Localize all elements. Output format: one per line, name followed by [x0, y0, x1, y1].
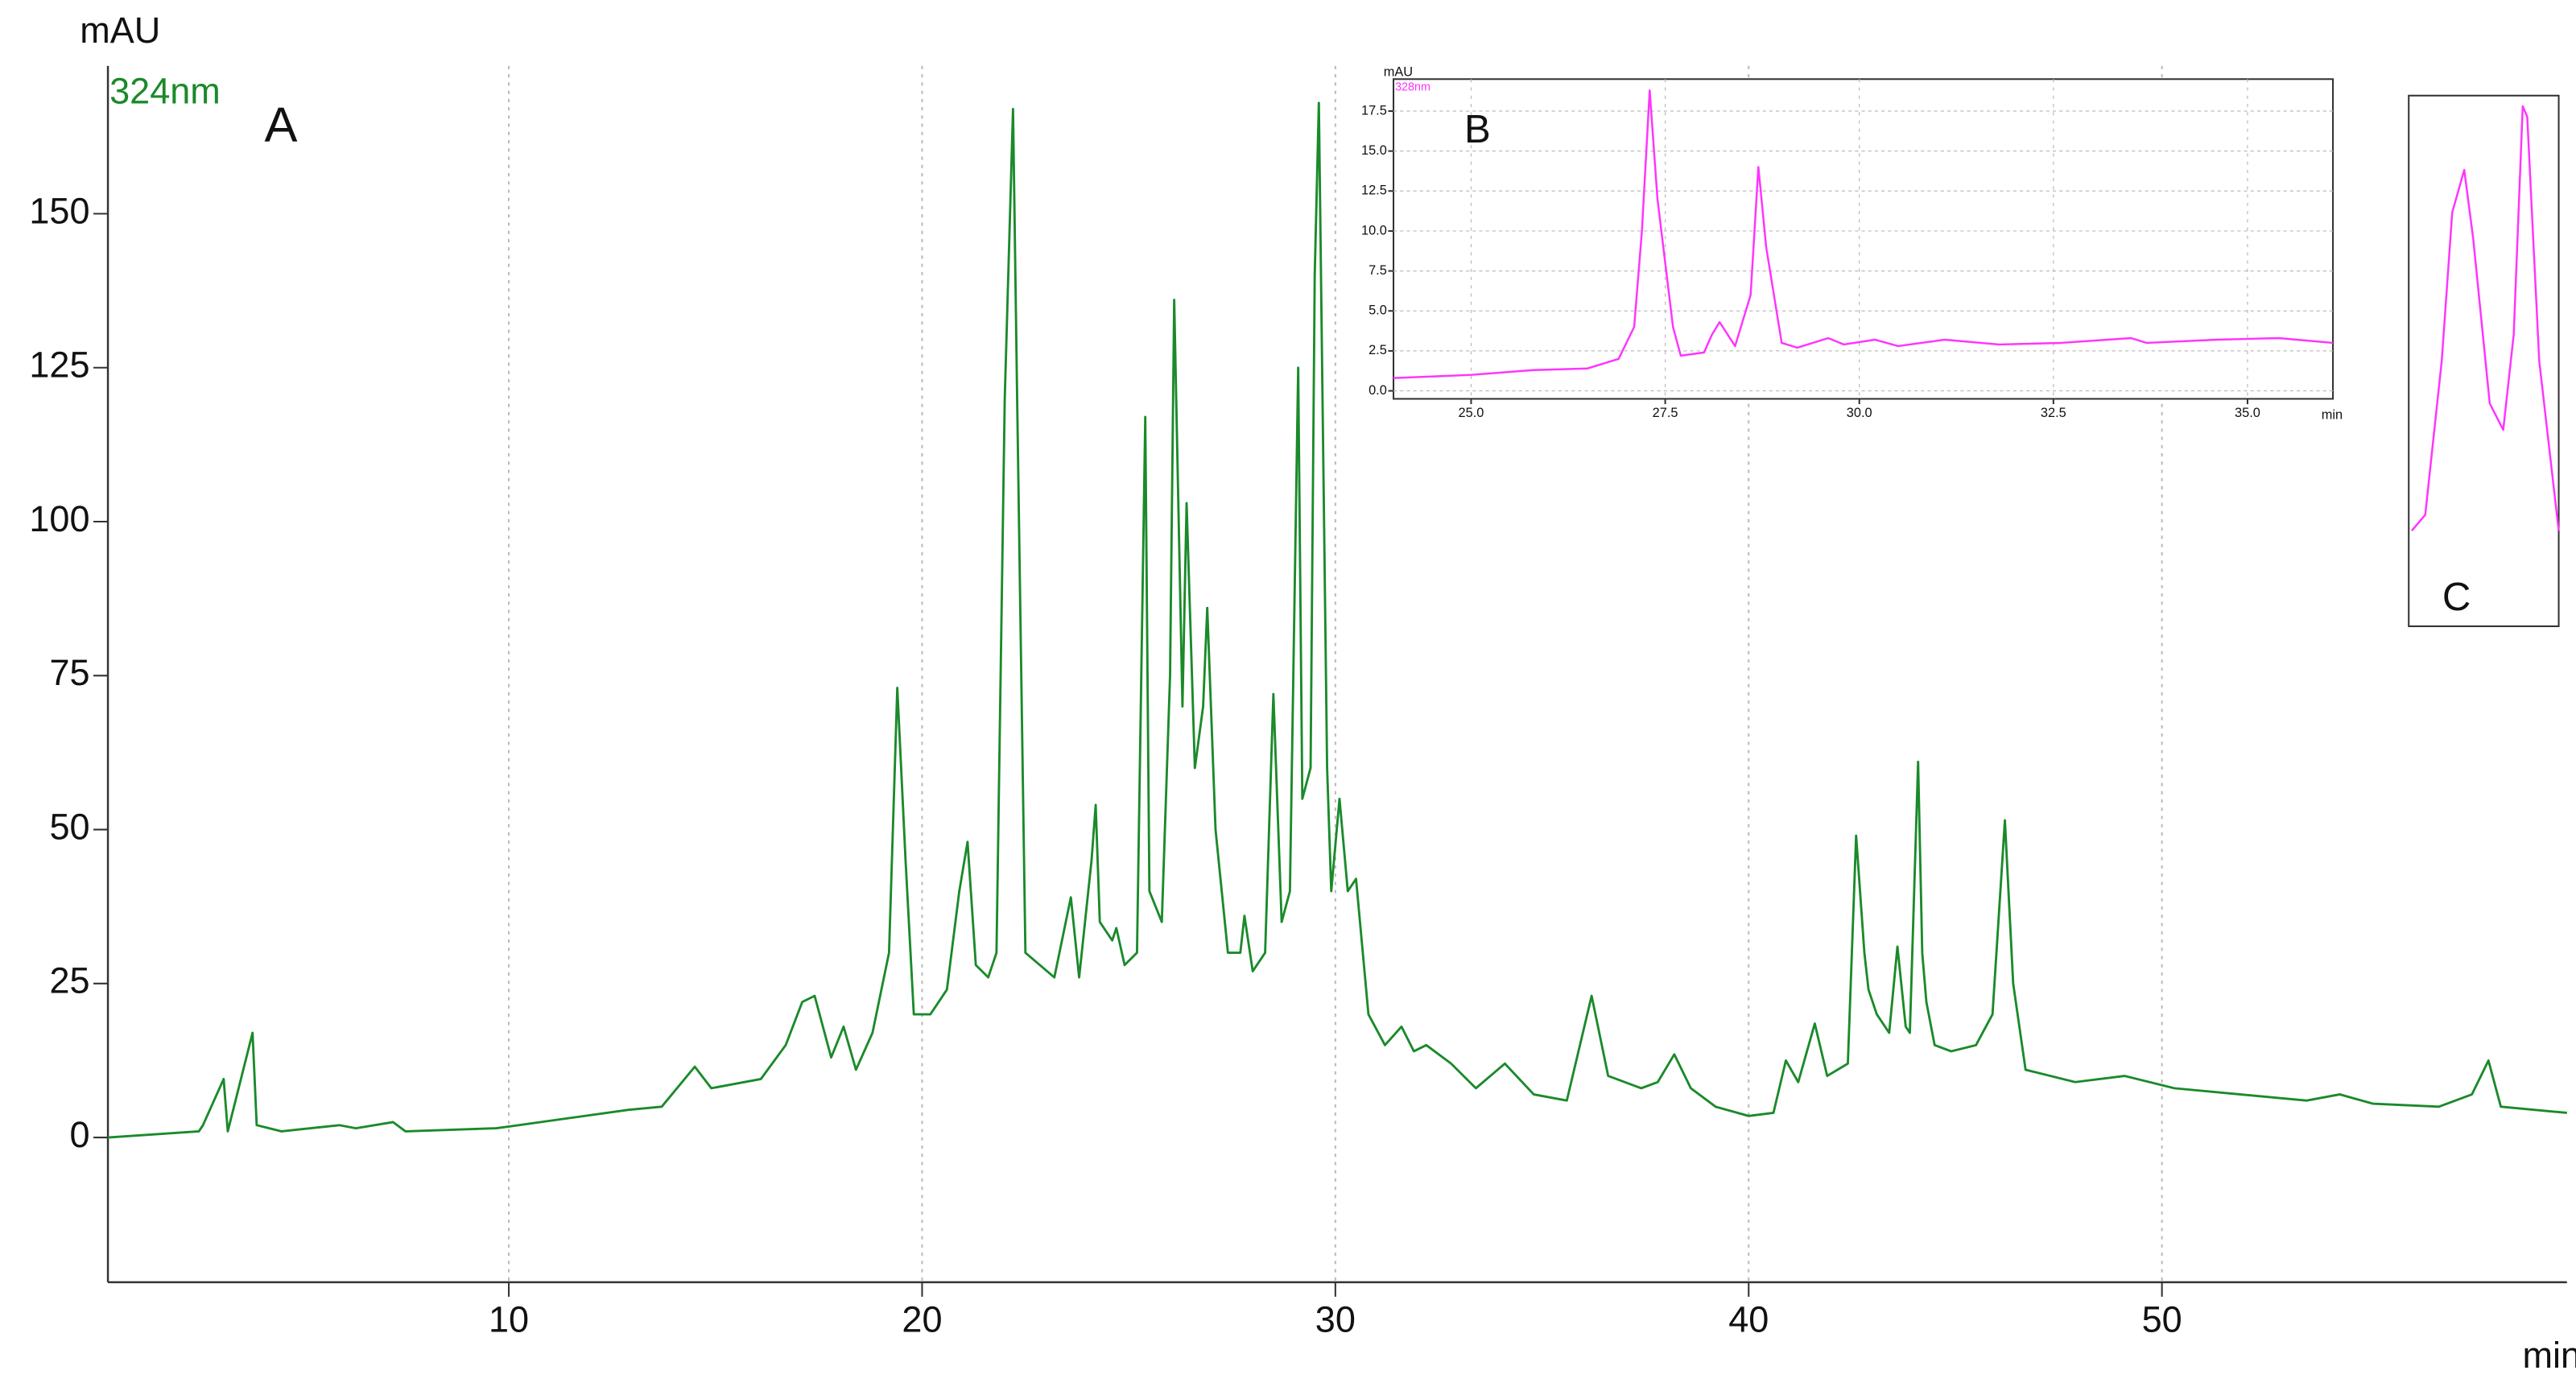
y-tick-label: 15.0 [1361, 143, 1387, 158]
y-tick-label: 12.5 [1361, 184, 1387, 198]
y-tick-label: 10.0 [1361, 223, 1387, 237]
x-tick-label: 30 [1315, 1298, 1356, 1339]
trace [107, 101, 2567, 1139]
legend-label: 324nm [109, 71, 221, 112]
y-axis-label: mAU [80, 10, 160, 51]
y-tick-label: 0 [69, 1114, 89, 1155]
x-tick-label: 20 [902, 1298, 942, 1339]
x-axis-label: min [2322, 407, 2343, 422]
legend-label: 328nm [1395, 80, 1430, 93]
panel-label: A [265, 97, 298, 153]
x-axis-label: min [2522, 1335, 2576, 1376]
trace [1393, 89, 2334, 379]
y-tick-label: 75 [49, 652, 89, 693]
y-tick-label: 5.0 [1368, 303, 1387, 318]
x-tick-label: 30.0 [1847, 406, 1872, 420]
y-tick-label: 17.5 [1361, 103, 1387, 118]
x-tick-label: 27.5 [1653, 406, 1678, 420]
panel-label: C [2442, 576, 2471, 619]
panel-label: B [1464, 108, 1491, 151]
x-tick-label: 10 [489, 1298, 529, 1339]
y-tick-label: 50 [49, 806, 89, 847]
x-tick-label: 32.5 [2041, 406, 2066, 420]
x-tick-label: 50 [2142, 1298, 2182, 1339]
y-tick-label: 125 [29, 345, 89, 386]
y-tick-label: 100 [29, 498, 89, 539]
y-tick-label: 0.0 [1368, 383, 1387, 398]
plot-frame [1393, 78, 2334, 400]
plot-frame [2408, 94, 2560, 628]
y-tick-label: 2.5 [1368, 343, 1387, 357]
x-tick-label: 40 [1728, 1298, 1769, 1339]
trace [2411, 105, 2560, 532]
y-tick-label: 7.5 [1368, 263, 1387, 278]
y-tick-label: 150 [29, 190, 89, 231]
x-tick-label: 25.0 [1459, 406, 1484, 420]
y-axis-label: mAU [1384, 64, 1413, 79]
y-tick-label: 25 [49, 960, 89, 1001]
x-tick-label: 35.0 [2235, 406, 2260, 420]
